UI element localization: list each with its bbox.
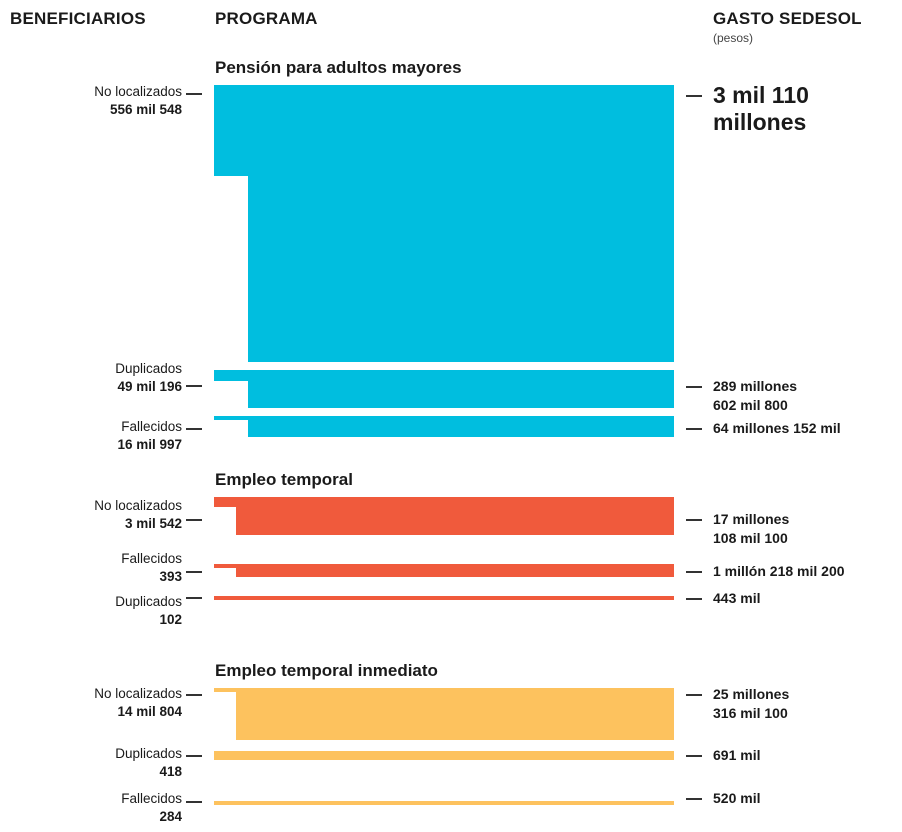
beneficiarios-value: 284 bbox=[159, 809, 182, 824]
beneficiarios-value: 16 mil 997 bbox=[117, 437, 182, 452]
gasto-label-0-0: 3 mil 110 millones bbox=[713, 82, 809, 136]
category-label: No localizados bbox=[94, 686, 182, 701]
gasto-label-0-2: 64 millones 152 mil bbox=[713, 419, 841, 438]
left-tick bbox=[186, 93, 202, 95]
left-tick bbox=[186, 519, 202, 521]
right-tick bbox=[686, 694, 702, 696]
left-tick bbox=[186, 801, 202, 803]
category-label: No localizados bbox=[94, 498, 182, 513]
beneficiarios-value: 14 mil 804 bbox=[117, 704, 182, 719]
right-tick bbox=[686, 598, 702, 600]
category-label: No localizados bbox=[94, 84, 182, 99]
left-tick bbox=[186, 694, 202, 696]
gasto-label-2-2: 520 mil bbox=[713, 789, 760, 808]
gasto-line: 520 mil bbox=[713, 790, 761, 806]
right-tick bbox=[686, 755, 702, 757]
gasto-label-1-2: 443 mil bbox=[713, 589, 760, 608]
gasto-label-0-1: 289 millones 602 mil 800 bbox=[713, 377, 797, 415]
header-gasto-unit: (pesos) bbox=[713, 31, 754, 45]
gasto-line: 691 mil bbox=[713, 747, 761, 763]
gasto-label-2-1: 691 mil bbox=[713, 746, 760, 765]
beneficiarios-label-0-2: Fallecidos 16 mil 997 bbox=[0, 418, 182, 454]
gasto-line: 3 mil 110 bbox=[713, 82, 809, 108]
category-label: Fallecidos bbox=[121, 551, 182, 566]
left-tick bbox=[186, 428, 202, 430]
gasto-line: 443 mil bbox=[713, 590, 761, 606]
beneficiarios-label-0-1: Duplicados 49 mil 196 bbox=[0, 360, 182, 396]
gasto-line: millones bbox=[713, 109, 807, 135]
beneficiarios-value: 49 mil 196 bbox=[117, 379, 182, 394]
program-title-0: Pensión para adultos mayores bbox=[215, 58, 462, 77]
gasto-line: 108 mil 100 bbox=[713, 530, 788, 546]
bar-1-1 bbox=[214, 564, 674, 577]
right-tick bbox=[686, 428, 702, 430]
bar-0-1 bbox=[214, 370, 674, 408]
bar-2-0 bbox=[214, 688, 674, 740]
beneficiarios-label-2-1: Duplicados 418 bbox=[0, 745, 182, 781]
right-tick bbox=[686, 798, 702, 800]
bar-2-1 bbox=[214, 751, 674, 760]
bar-0-0 bbox=[214, 85, 674, 362]
gasto-label-2-0: 25 millones 316 mil 100 bbox=[713, 685, 789, 723]
left-tick bbox=[186, 755, 202, 757]
beneficiarios-label-2-0: No localizados 14 mil 804 bbox=[0, 685, 182, 721]
header-gasto: GASTO SEDESOL bbox=[713, 9, 862, 28]
beneficiarios-value: 393 bbox=[159, 569, 182, 584]
beneficiarios-label-1-2: Duplicados 102 bbox=[0, 593, 182, 629]
gasto-line: 17 millones bbox=[713, 511, 790, 527]
bar-2-2 bbox=[214, 801, 674, 805]
beneficiarios-label-0-0: No localizados 556 mil 548 bbox=[0, 83, 182, 119]
category-label: Duplicados bbox=[115, 746, 182, 761]
left-tick bbox=[186, 597, 202, 599]
category-label: Duplicados bbox=[115, 594, 182, 609]
gasto-label-1-1: 1 millón 218 mil 200 bbox=[713, 562, 845, 581]
left-tick bbox=[186, 385, 202, 387]
category-label: Duplicados bbox=[115, 361, 182, 376]
bar-1-2 bbox=[214, 596, 674, 600]
gasto-line: 64 millones 152 mil bbox=[713, 420, 841, 436]
right-tick bbox=[686, 519, 702, 521]
category-label: Fallecidos bbox=[121, 419, 182, 434]
right-tick bbox=[686, 571, 702, 573]
beneficiarios-value: 102 bbox=[159, 612, 182, 627]
left-tick bbox=[186, 571, 202, 573]
beneficiarios-label-2-2: Fallecidos 284 bbox=[0, 790, 182, 826]
beneficiarios-value: 556 mil 548 bbox=[109, 102, 182, 117]
header-programa: PROGRAMA bbox=[215, 9, 318, 28]
category-label: Fallecidos bbox=[121, 791, 182, 806]
gasto-line: 316 mil 100 bbox=[713, 705, 788, 721]
gasto-label-1-0: 17 millones 108 mil 100 bbox=[713, 510, 789, 548]
beneficiarios-label-1-1: Fallecidos 393 bbox=[0, 550, 182, 586]
bar-0-2 bbox=[214, 416, 674, 437]
right-tick bbox=[686, 95, 702, 97]
beneficiarios-value: 418 bbox=[159, 764, 182, 779]
gasto-line: 289 millones bbox=[713, 378, 798, 394]
bar-1-0 bbox=[214, 497, 674, 535]
beneficiarios-value: 3 mil 542 bbox=[124, 516, 182, 531]
program-title-1: Empleo temporal bbox=[215, 470, 353, 489]
gasto-line: 602 mil 800 bbox=[713, 397, 788, 413]
right-tick bbox=[686, 386, 702, 388]
gasto-line: 25 millones bbox=[713, 686, 790, 702]
gasto-line: 1 millón 218 mil 200 bbox=[713, 563, 845, 579]
beneficiarios-label-1-0: No localizados 3 mil 542 bbox=[0, 497, 182, 533]
program-title-2: Empleo temporal inmediato bbox=[215, 661, 438, 680]
header-beneficiarios: BENEFICIARIOS bbox=[10, 9, 146, 28]
